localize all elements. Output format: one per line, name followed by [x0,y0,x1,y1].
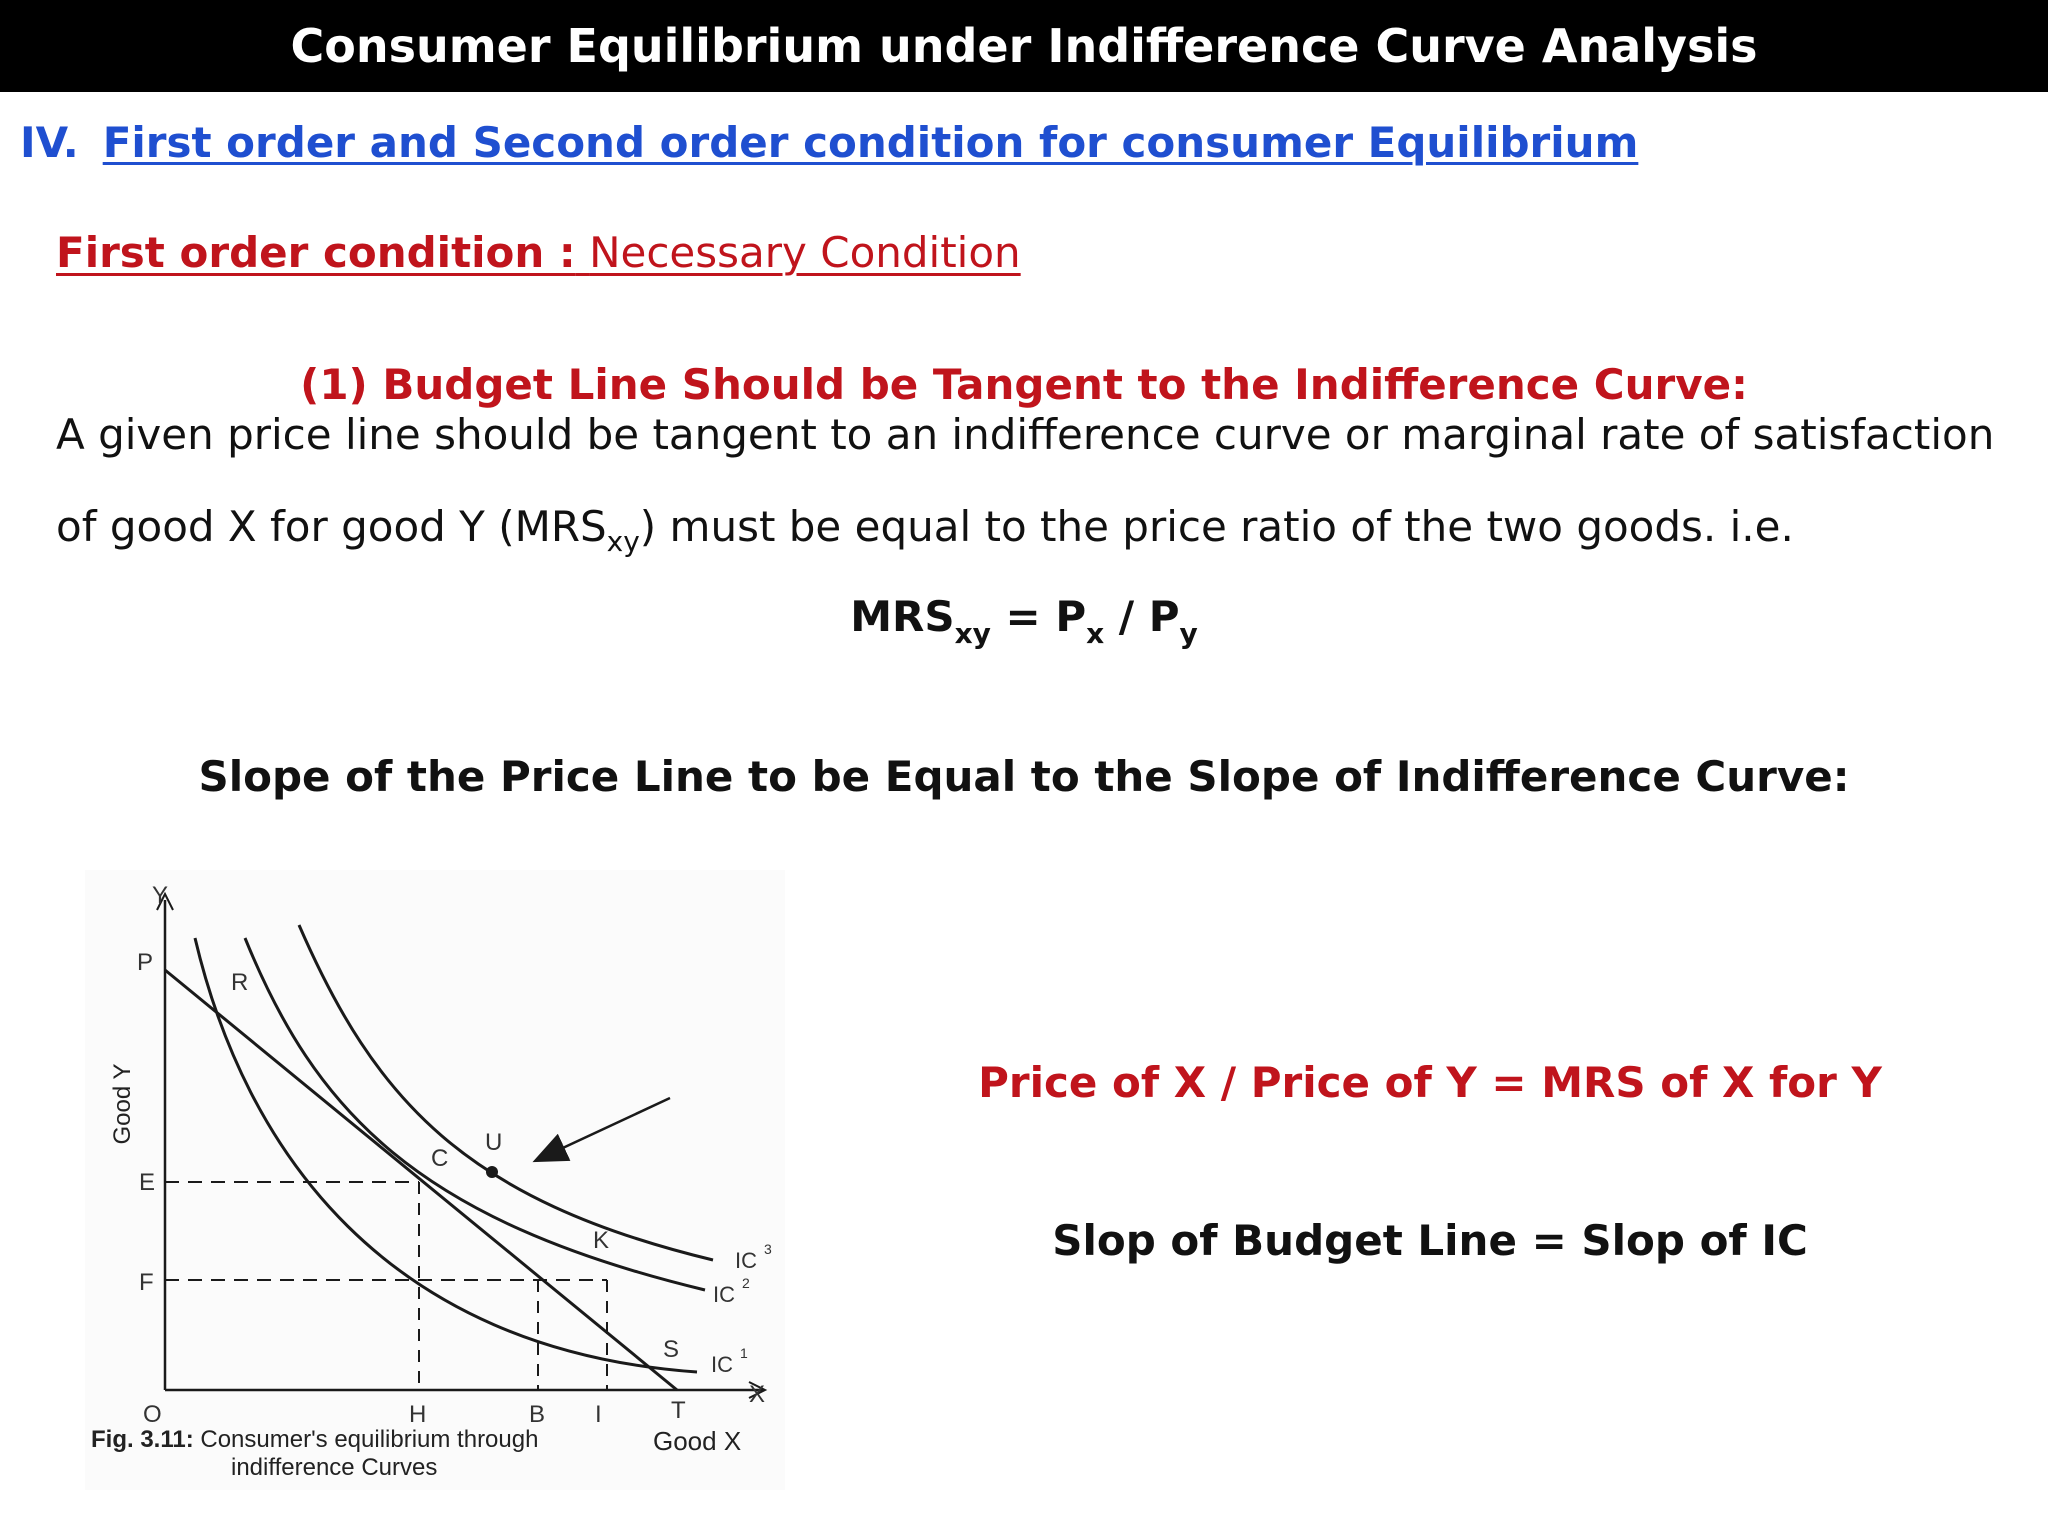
budget-line [164,968,678,1392]
point-r-label: R [231,969,248,996]
ic2-superscript: 2 [742,1275,750,1291]
axis-x-letter: X [749,1381,765,1408]
point-u-dot [486,1166,498,1178]
pointer-arrow-icon [532,1096,671,1163]
axis-y-letter: Y [152,882,168,909]
point-t-label: T [671,1397,686,1424]
indifference-curve-diagram: Y X O P R C U K S E F H B I T IC 3 IC 2 … [137,882,772,1428]
first-order-condition: First order condition : Necessary Condit… [56,228,1021,277]
point-s-label: S [663,1336,679,1363]
point-e-label: E [139,1169,155,1196]
indifference-curve-figure: Y X O P R C U K S E F H B I T IC 3 IC 2 … [85,870,785,1490]
slope-heading: Slope of the Price Line to be Equal to t… [198,752,1850,801]
formula-py-sub: y [1179,617,1198,650]
indifference-curve-3 [297,924,714,1262]
ic1-superscript: 1 [740,1345,748,1361]
y-axis-label: Good Y [109,1063,136,1145]
section-heading: IV. First order and Second order conditio… [20,118,1638,167]
condition-title: (1) Budget Line Should be Tangent to the… [300,360,1748,409]
point-i-label: I [595,1401,602,1428]
point-c-label: C [431,1145,448,1172]
ic1-label: IC [711,1352,733,1377]
section-title-link[interactable]: First order and Second order condition f… [102,118,1639,167]
indifference-curve-2 [243,937,706,1292]
paragraph-line-2: of good X for good Y (MRSxy) must be equ… [56,502,1794,558]
formula-mrs: MRS [850,592,955,641]
ic3-superscript: 3 [764,1241,772,1257]
formula-px-sub: x [1086,617,1105,650]
indifference-curve-1 [193,937,698,1374]
section-number: IV. [20,118,79,167]
formula-mrs-sub: xy [954,617,991,650]
ic3-label: IC [735,1248,757,1273]
slope-equation: Slop of Budget Line = Slop of IC [1052,1216,1808,1265]
first-order-value: Necessary Condition [589,228,1021,277]
y-axis-arrow-icon [156,891,174,911]
figure-caption-text: Consumer's equilibrium through [200,1426,539,1453]
first-order-label: First order condition : [56,228,576,277]
point-u-label: U [485,1129,502,1156]
mrs-formula: MRSxy = Px / Py [0,592,2048,650]
price-ratio-text: Price of X / Price of Y = MRS of X for Y [978,1058,1882,1107]
origin-label: O [143,1401,162,1428]
point-p-label: P [137,949,153,976]
paragraph-line-1: A given price line should be tangent to … [56,410,1995,459]
figure-caption: Fig. 3.11: Consumer's equilibrium throug… [91,1426,651,1482]
ic2-label: IC [713,1282,735,1307]
paragraph-mrs-subscript: xy [606,525,640,558]
figure-caption-line-2: indifference Curves [231,1454,438,1481]
figure-caption-number: Fig. 3.11: [91,1426,194,1453]
x-axis-label: Good X [653,1426,742,1456]
paragraph-line-2-end: ) must be equal to the price ratio of th… [639,502,1794,551]
x-axis-arrow-icon [748,1381,768,1399]
slide-title: Consumer Equilibrium under Indifference … [0,0,2048,92]
point-h-label: H [409,1401,426,1428]
point-b-label: B [529,1401,545,1428]
paragraph-line-2-start: of good X for good Y (MRS [56,502,607,551]
point-k-label: K [593,1227,609,1254]
point-f-label: F [139,1269,154,1296]
formula-py: / P [1104,592,1180,641]
formula-px: = P [990,592,1087,641]
